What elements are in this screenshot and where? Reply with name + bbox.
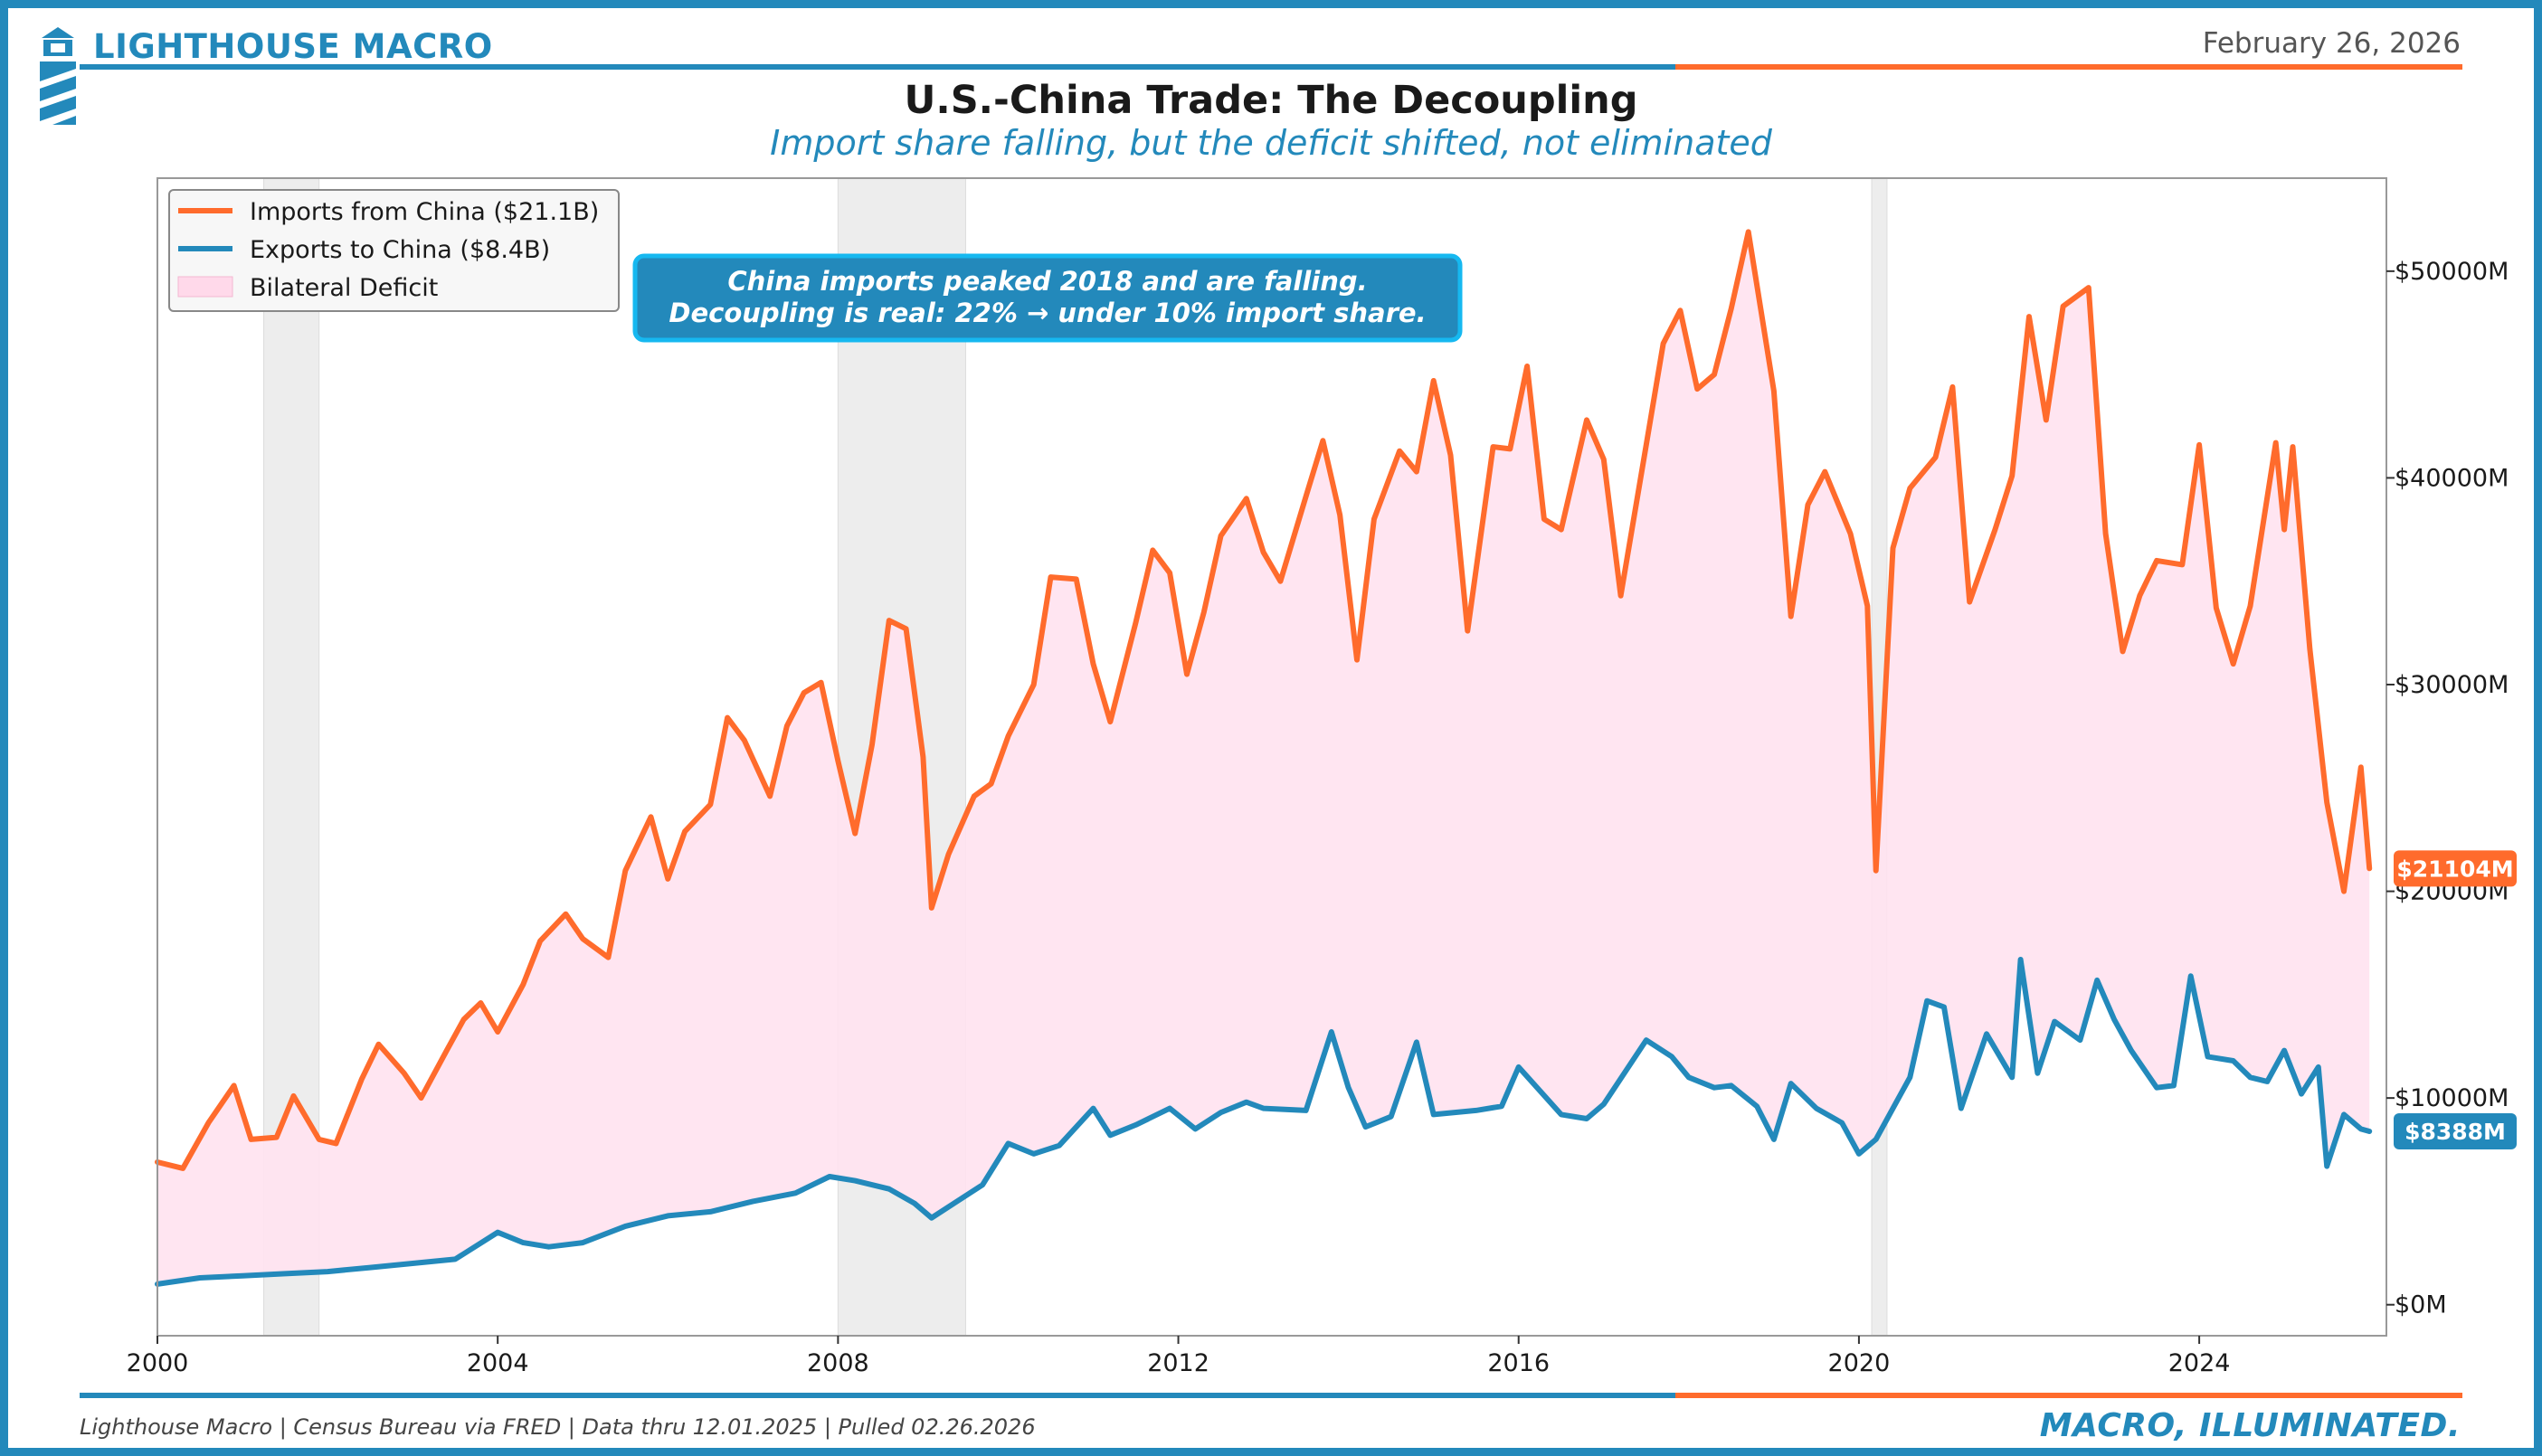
exports-end-label-value: $8388M (2404, 1119, 2506, 1145)
legend-label-exports: Exports to China ($8.4B) (250, 236, 550, 264)
x-tick-label-2012: 2012 (1147, 1349, 1209, 1377)
x-tick-label-2016: 2016 (1487, 1349, 1550, 1377)
y-tick-label-3: $30000M (2395, 671, 2509, 699)
y-tick-label-0: $0M (2395, 1291, 2447, 1319)
legend-box (168, 189, 620, 312)
chart-subtitle: Import share falling, but the deficit sh… (770, 123, 1772, 163)
footer-source: Lighthouse Macro | Census Bureau via FRE… (80, 1414, 1036, 1440)
footer-tagline: MACRO, ILLUMINATED. (2039, 1407, 2461, 1444)
y-tick-label-5: $50000M (2395, 258, 2509, 286)
x-tick-label-2008: 2008 (807, 1349, 869, 1377)
exports-line (155, 957, 2373, 1287)
plot-border (157, 177, 2387, 1337)
x-tick-label-2020: 2020 (1828, 1349, 1891, 1377)
annotation-line-2: Decoupling is real: 22% → under 10% impo… (669, 298, 1426, 328)
header-accent-orange (1675, 64, 2462, 70)
annotation-callout: China imports peaked 2018 and are fallin… (632, 253, 1463, 343)
imports-end-label-badge (2394, 850, 2517, 887)
y-tick-label-1: $10000M (2395, 1084, 2509, 1112)
annotation-line-1: China imports peaked 2018 and are fallin… (727, 266, 1367, 297)
annotation-box (632, 253, 1463, 343)
exports-end-label-badge (2394, 1112, 2517, 1149)
footer-accent-orange (1675, 1393, 2462, 1398)
imports-line (155, 229, 2373, 1171)
brand-name: LIGHTHOUSE MACRO (93, 27, 493, 66)
report-date: February 26, 2026 (2202, 27, 2461, 60)
x-tick-label-2004: 2004 (467, 1349, 529, 1377)
header-accent-blue (80, 64, 1675, 70)
legend-swatch-deficit (177, 276, 233, 298)
legend-label-deficit: Bilateral Deficit (250, 274, 438, 302)
imports-end-label-value: $21104M (2396, 856, 2513, 882)
chart-title: U.S.-China Trade: The Decoupling (904, 78, 1638, 123)
y-tick-label-4: $40000M (2395, 464, 2509, 492)
x-tick-label-2024: 2024 (2168, 1349, 2231, 1377)
legend: Imports from China ($21.1B) Exports to C… (168, 189, 620, 312)
x-tick-label-2000: 2000 (127, 1349, 189, 1377)
lighthouse-icon (40, 27, 76, 125)
legend-label-imports: Imports from China ($21.1B) (250, 198, 599, 226)
bilateral-deficit-area (157, 232, 2370, 1284)
footer-accent-blue (80, 1393, 1675, 1398)
